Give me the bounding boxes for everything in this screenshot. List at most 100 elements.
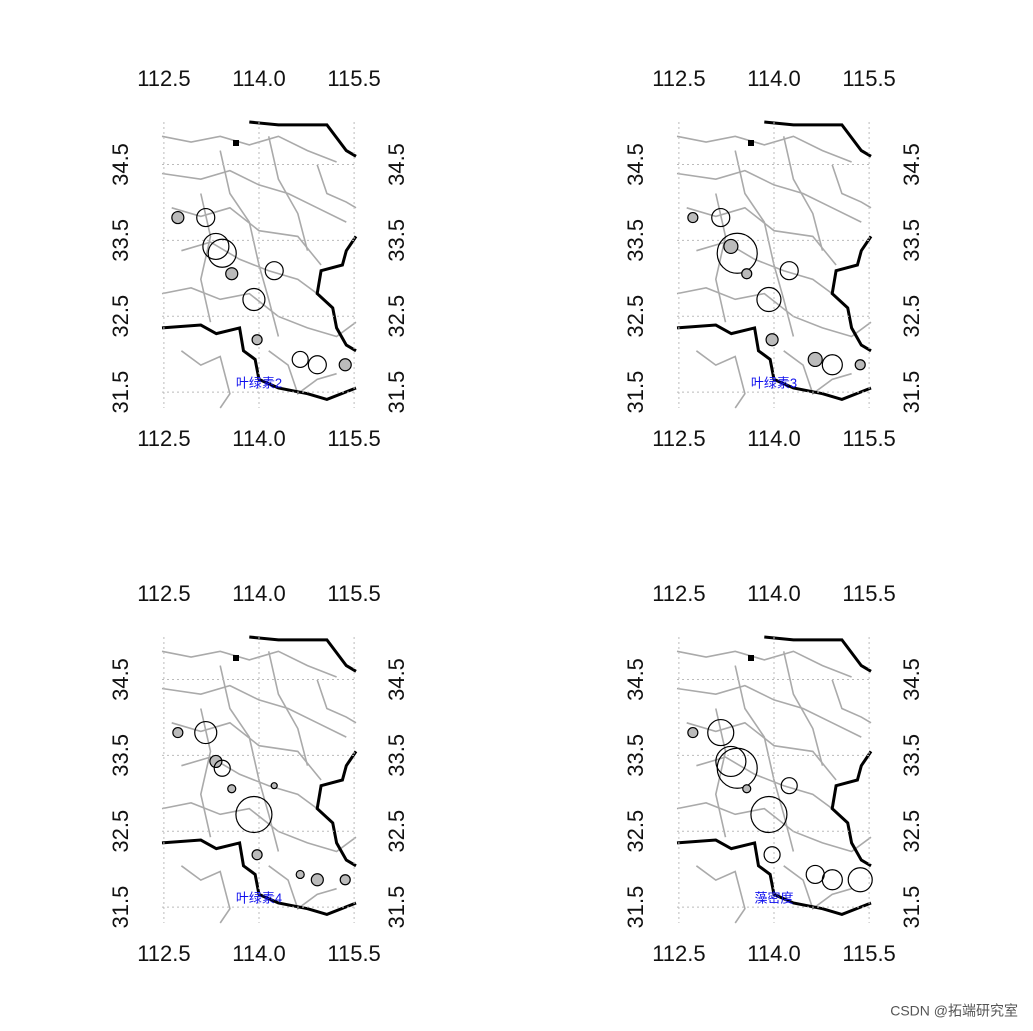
bubble [307,355,327,375]
y-tick-label-right: 32.5 [899,810,924,853]
river [199,193,212,323]
bubble [821,354,843,376]
y-tick-label-right: 32.5 [384,295,409,338]
bubble [765,333,779,347]
river [267,136,309,251]
x-tick-label-bottom: 114.0 [232,941,285,966]
bubble [251,334,263,346]
x-tick-label-top: 115.5 [842,66,895,91]
y-tick-label-right: 34.5 [384,658,409,701]
river [695,350,746,409]
y-tick-label-right: 33.5 [384,219,409,262]
y-tick-label-left: 33.5 [623,219,648,262]
y-tick-label-left: 34.5 [108,143,133,186]
bubble [847,867,873,893]
x-tick-label-bottom: 115.5 [327,941,380,966]
x-tick-label-bottom: 115.5 [327,426,380,451]
river [316,679,357,724]
bubble [687,726,699,739]
river [171,721,322,781]
boundary [830,235,873,353]
river [161,650,337,678]
y-tick-label-left: 34.5 [623,143,648,186]
bubble [207,238,237,268]
bubble [227,784,237,794]
x-tick-label-top: 112.5 [137,581,190,606]
bubble [854,359,866,371]
river [676,802,872,853]
river [782,136,824,251]
x-tick-label-top: 114.0 [232,66,285,91]
river [161,135,337,163]
bubble [716,232,758,274]
y-tick-label-left: 32.5 [108,810,133,853]
bubble [707,718,735,747]
boundary [676,838,872,917]
river [181,241,318,295]
river [696,756,833,810]
city-marker [233,140,239,146]
boundary [249,635,357,673]
boundary [249,120,357,158]
river [783,350,852,395]
river [734,150,795,337]
river [199,708,212,838]
bubble [763,846,781,864]
y-tick-label-left: 32.5 [623,810,648,853]
x-tick-label-top: 115.5 [327,66,380,91]
bubble [171,210,185,225]
bubble [742,784,752,794]
y-tick-label-left: 33.5 [623,734,648,777]
x-tick-label-bottom: 112.5 [137,426,190,451]
bubble [310,873,324,887]
river [831,679,872,724]
river [268,865,337,910]
panel-label: 叶绿素4 [236,890,282,905]
bubble [750,795,788,834]
river [676,169,862,223]
bubble [235,795,273,834]
x-tick-label-top: 115.5 [327,581,380,606]
city-marker [748,140,754,146]
river [180,865,231,924]
y-tick-label-left: 31.5 [108,371,133,414]
bubble [711,207,731,228]
bubble [295,869,305,880]
river [714,193,727,323]
bubble [270,782,278,790]
river [782,651,824,766]
panel-label: 藻密度 [754,890,793,905]
river [676,684,862,738]
boundary [161,323,357,402]
y-tick-label-right: 31.5 [899,371,924,414]
bubble [779,261,799,281]
river [181,756,318,810]
bubble [805,864,825,885]
river [686,721,837,781]
bubble [213,759,231,777]
y-tick-label-right: 32.5 [899,295,924,338]
bubble [202,232,230,261]
bubble [264,261,284,281]
y-tick-label-left: 33.5 [108,734,133,777]
y-tick-label-right: 33.5 [384,734,409,777]
boundary [315,235,358,353]
bubble [209,754,223,769]
city-marker [748,655,754,661]
x-tick-label-top: 112.5 [137,66,190,91]
x-tick-label-bottom: 112.5 [137,941,190,966]
boundary [830,750,873,868]
y-tick-label-right: 33.5 [899,734,924,777]
river [171,206,322,266]
bubble [715,745,747,778]
river [686,206,837,266]
y-tick-label-right: 34.5 [899,658,924,701]
boundary [315,750,358,868]
y-tick-label-left: 33.5 [108,219,133,262]
bubble [339,874,351,886]
x-tick-label-top: 115.5 [842,581,895,606]
river [161,684,347,738]
x-tick-label-bottom: 114.0 [232,426,285,451]
bubble [291,350,309,369]
